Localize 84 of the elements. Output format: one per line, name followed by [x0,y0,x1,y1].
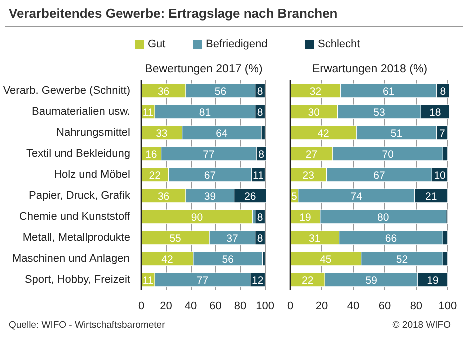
data-label: 67 [374,170,386,182]
data-label: 81 [199,107,212,119]
data-label: 10 [434,170,446,182]
legend-label: Gut [148,38,166,50]
data-label: 11 [142,275,154,287]
data-label: 66 [385,233,398,245]
y-tick-label: Sport, Hobby, Freizeit [24,274,131,286]
x-tick-label: 0 [138,300,145,312]
data-label: 56 [214,86,227,98]
y-tick-label: Baumaterialien usw. [32,106,131,118]
data-label: 36 [158,191,170,203]
data-label: 37 [226,233,238,245]
data-label: 8 [440,86,446,98]
data-label: 56 [222,254,234,266]
legend-label: Schlecht [318,38,360,50]
y-tick-label: Holz und Möbel [54,169,131,181]
data-label: 30 [308,107,320,119]
bar [142,210,254,224]
data-label: 51 [390,128,403,140]
data-label: 22 [149,170,162,182]
data-label: 27 [306,149,318,161]
x-tick-label: 80 [410,300,423,312]
data-label: 59 [366,275,378,287]
data-label: 32 [310,86,322,98]
data-label: 80 [378,212,390,224]
data-label: 5 [292,191,298,203]
data-label: 12 [252,275,264,287]
data-label: 70 [382,149,394,161]
x-tick-label: 20 [316,300,328,312]
x-tick-label: 60 [210,300,222,312]
data-label: 8 [257,107,264,119]
data-label: 64 [216,128,228,140]
data-label: 45 [320,254,332,266]
data-label: 19 [427,275,439,287]
x-tick-label: 80 [234,300,247,312]
y-tick-label: Papier, Druck, Grafik [29,190,131,202]
data-label: 67 [204,170,216,182]
data-label: 18 [429,107,442,119]
data-label: 53 [374,107,386,119]
data-label: 52 [396,254,408,266]
data-label: 61 [383,86,395,98]
text: © 2018 WIFO [392,319,451,333]
y-tick-label: Metall, Metallprodukte [22,232,131,244]
chart-title: Verarbeitendes Gewerbe: Ertragslage nach Branchen [9,5,338,23]
data-label: 42 [318,128,330,140]
data-label: 55 [170,233,182,245]
x-tick-label: 20 [160,300,172,312]
data-label: 36 [158,86,170,98]
data-label: 16 [146,149,158,161]
data-label: 22 [302,275,314,287]
data-label: 21 [426,191,438,203]
x-tick-label: 100 [438,300,458,312]
data-label: 42 [162,254,174,266]
data-label: 7 [439,128,446,140]
y-tick-label: Verarb. Gewerbe (Schnitt) [3,85,131,97]
y-tick-label: Chemie und Kunststoff [19,211,132,223]
y-tick-label: Textil und Bekleidung [26,148,131,160]
data-label: 23 [302,170,315,182]
x-tick-label: 100 [256,300,274,312]
data-label: 11 [142,107,154,119]
data-label: 33 [156,128,168,140]
legend-label: Befriedigend [206,38,268,50]
x-tick-label: 40 [184,300,198,312]
data-label: 8 [258,149,265,161]
data-label: 77 [203,149,215,161]
y-tick-label: Maschinen und Anlagen [12,253,130,265]
data-label: 11 [253,170,264,182]
data-label: 74 [350,191,363,203]
data-label: 26 [244,191,256,203]
data-label: 90 [191,212,204,224]
x-tick-label: 0 [287,300,294,312]
x-tick-label: 40 [347,300,360,312]
chart-subtitle: Bewertungen 2017 (%) [145,64,263,76]
x-tick-label: 60 [378,300,392,312]
data-label: 8 [257,86,264,98]
data-label: 77 [196,275,209,287]
data-label: 8 [257,233,264,245]
data-label: 8 [257,212,264,224]
data-label: 39 [204,191,216,203]
data-label: 31 [309,233,321,245]
data-label: 19 [300,212,312,224]
chart-subtitle: Erwartungen 2018 (%) [312,64,428,76]
y-tick-label: Nahrungsmittel [56,127,131,139]
source-note: Quelle: WIFO - Wirtschaftsbarometer [9,319,166,333]
